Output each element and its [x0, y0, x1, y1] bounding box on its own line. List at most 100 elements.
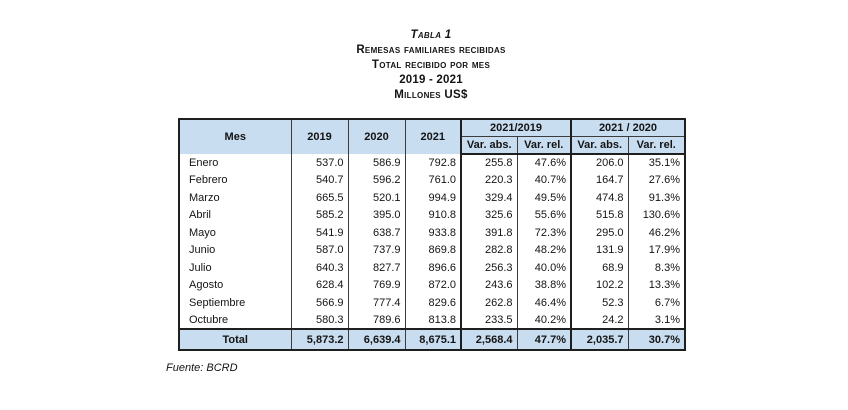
table-row: Abril 585.2 395.0 910.8 325.6 55.6% 515.8 130.6…	[179, 206, 685, 224]
month-cell: Mayo	[189, 226, 216, 239]
table-row: Marzo 665.5 520.1 994.9 329.4 49.5% 474.8 91.3%	[179, 189, 685, 207]
month-cell: Junio	[189, 244, 216, 257]
value-cell: 233.5	[460, 311, 517, 329]
table-title: Remesas familiares recibidas	[356, 44, 506, 56]
table-number: Tabla 1	[410, 29, 452, 41]
table-body: Enero 537.0 586.9 792.8 255.8 47.6% 206.0 35.1%…	[179, 154, 685, 329]
value-cell: 295.0	[570, 224, 628, 242]
col-header-var-rel-1: Var. rel.	[516, 136, 571, 155]
value-cell: 566.9	[290, 294, 348, 312]
value-cell: 933.8	[404, 224, 461, 242]
month-cell: Enero	[189, 156, 219, 169]
value-cell: 585.2	[290, 206, 348, 224]
value-cell: 520.1	[347, 189, 405, 207]
value-cell: 40.7%	[516, 171, 571, 189]
total-label: Total	[179, 328, 291, 350]
value-cell: 13.3%	[627, 276, 685, 294]
value-cell: 638.7	[347, 224, 405, 242]
table-row: Julio 640.3 827.7 896.6 256.3 40.0% 68.9 8.3%	[179, 259, 685, 277]
value-cell: 206.0	[570, 154, 628, 172]
month-cell: Abril	[189, 209, 212, 222]
value-cell: 256.3	[460, 259, 517, 277]
value-cell: 541.9	[290, 224, 348, 242]
value-cell: 282.8	[460, 241, 517, 259]
value-cell: 761.0	[404, 171, 461, 189]
value-cell: 827.7	[347, 259, 405, 277]
value-cell: 102.2	[570, 276, 628, 294]
value-cell: 164.7	[570, 171, 628, 189]
value-cell: 910.8	[404, 206, 461, 224]
value-cell: 131.9	[570, 241, 628, 259]
value-cell: 474.8	[570, 189, 628, 207]
table-row: Septiembre 566.9 777.4 829.6 262.8 46.4% 52.3 6…	[179, 294, 685, 312]
value-cell: 40.0%	[516, 259, 571, 277]
value-cell: 52.3	[570, 294, 628, 312]
value-cell: 777.4	[347, 294, 405, 312]
value-cell: 48.2%	[516, 241, 571, 259]
value-cell: 8.3%	[627, 259, 685, 277]
value-cell: 586.9	[347, 154, 405, 172]
col-group-2021-2020: 2021 / 2020	[570, 119, 685, 137]
value-cell: 27.6%	[627, 171, 685, 189]
table-row: Octubre 580.3 789.6 813.8 233.5 40.2% 24.2 3.1%	[179, 311, 685, 329]
value-cell: 3.1%	[627, 311, 685, 329]
total-value-2020: 6,639.4	[347, 328, 405, 350]
value-cell: 792.8	[404, 154, 461, 172]
col-header-2019: 2019	[290, 119, 348, 154]
value-cell: 869.8	[404, 241, 461, 259]
value-cell: 255.8	[460, 154, 517, 172]
month-cell: Marzo	[189, 191, 220, 204]
col-header-var-rel-2: Var. rel.	[627, 136, 685, 155]
value-cell: 47.6%	[516, 154, 571, 172]
col-group-2021-2019: 2021/2019	[460, 119, 571, 137]
value-cell: 994.9	[404, 189, 461, 207]
table-period: 2019 - 2021	[399, 74, 463, 86]
value-cell: 537.0	[290, 154, 348, 172]
total-var-rel-1: 47.7%	[516, 328, 571, 350]
total-var-abs-1: 2,568.4	[460, 328, 517, 350]
value-cell: 628.4	[290, 276, 348, 294]
value-cell: 540.7	[290, 171, 348, 189]
value-cell: 665.5	[290, 189, 348, 207]
value-cell: 515.8	[570, 206, 628, 224]
value-cell: 220.3	[460, 171, 517, 189]
total-var-abs-2: 2,035.7	[570, 328, 628, 350]
table-row: Agosto 628.4 769.9 872.0 243.6 38.8% 102.2 13.3…	[179, 276, 685, 294]
total-var-rel-2: 30.7%	[627, 328, 685, 350]
value-cell: 91.3%	[627, 189, 685, 207]
value-cell: 587.0	[290, 241, 348, 259]
value-cell: 813.8	[404, 311, 461, 329]
value-cell: 329.4	[460, 189, 517, 207]
value-cell: 46.4%	[516, 294, 571, 312]
value-cell: 395.0	[347, 206, 405, 224]
month-cell: Septiembre	[189, 296, 246, 309]
value-cell: 737.9	[347, 241, 405, 259]
value-cell: 872.0	[404, 276, 461, 294]
table-units: Millones US$	[394, 89, 468, 101]
value-cell: 40.2%	[516, 311, 571, 329]
value-cell: 262.8	[460, 294, 517, 312]
value-cell: 243.6	[460, 276, 517, 294]
col-header-var-abs-2: Var. abs.	[570, 136, 628, 155]
table-subtitle: Total recibido por mes	[371, 59, 491, 71]
value-cell: 24.2	[570, 311, 628, 329]
value-cell: 6.7%	[627, 294, 685, 312]
remittances-table: Mes 2019 2020 2021 2021/2019 2021 / 2020…	[178, 118, 686, 351]
value-cell: 68.9	[570, 259, 628, 277]
value-cell: 55.6%	[516, 206, 571, 224]
col-header-2021: 2021	[404, 119, 461, 154]
table-row: Mayo 541.9 638.7 933.8 391.8 72.3% 295.0 46.2%	[179, 224, 685, 242]
value-cell: 829.6	[404, 294, 461, 312]
value-cell: 896.6	[404, 259, 461, 277]
table-title-block: Tabla 1 Remesas familiares recibidas Tot…	[178, 28, 684, 103]
col-header-2020: 2020	[347, 119, 405, 154]
value-cell: 640.3	[290, 259, 348, 277]
value-cell: 130.6%	[627, 206, 685, 224]
total-row: Total 5,873.2 6,639.4 8,675.1 2,568.4 47…	[179, 328, 685, 350]
month-cell: Octubre	[189, 313, 229, 326]
table-row: Febrero 540.7 596.2 761.0 220.3 40.7% 164.7 27.…	[179, 171, 685, 189]
value-cell: 596.2	[347, 171, 405, 189]
value-cell: 391.8	[460, 224, 517, 242]
value-cell: 769.9	[347, 276, 405, 294]
